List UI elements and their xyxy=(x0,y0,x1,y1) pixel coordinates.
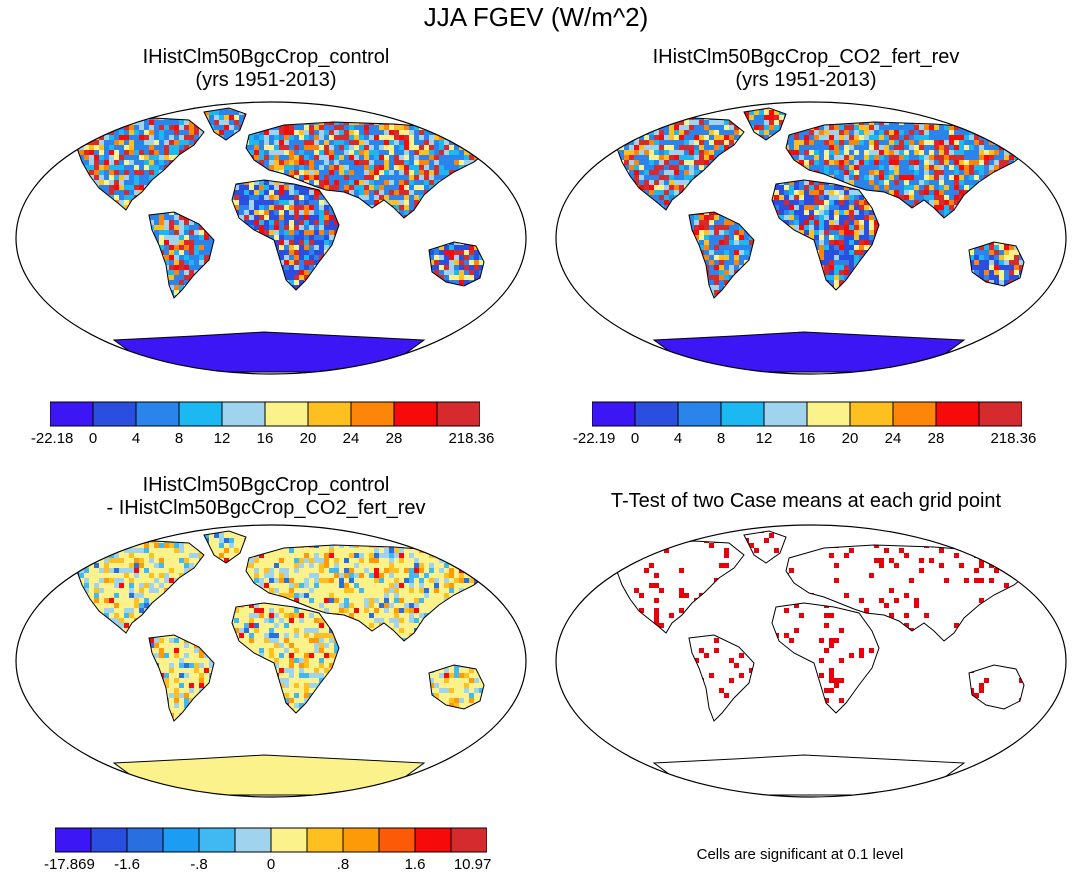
colorbar-label: 20 xyxy=(842,430,859,447)
colorbar-box xyxy=(265,402,308,426)
colorbar-label: 0 xyxy=(267,856,275,873)
colorbar-label: -1.6 xyxy=(114,856,140,873)
colorbar-box xyxy=(415,828,451,852)
map-control xyxy=(14,100,528,376)
colorbar-box xyxy=(437,402,480,426)
colorbar-box xyxy=(764,402,807,426)
panel-title-line2: - IHistClm50BgcCrop_CO2_fert_rev xyxy=(16,497,516,520)
colorbar-box xyxy=(351,402,394,426)
colorbar-box xyxy=(163,828,199,852)
colorbar-label: 24 xyxy=(343,430,360,447)
colorbar-label: 24 xyxy=(885,430,902,447)
colorbar-difference xyxy=(55,826,487,854)
colorbar-label: 16 xyxy=(257,430,274,447)
colorbar-box xyxy=(199,828,235,852)
map-ttest xyxy=(554,523,1068,799)
colorbar-box xyxy=(592,402,635,426)
colorbar-box xyxy=(979,402,1022,426)
colorbar-label: 28 xyxy=(386,430,403,447)
colorbar-label: 0 xyxy=(631,430,639,447)
colorbar-label: 0 xyxy=(89,430,97,447)
colorbar-label: .8 xyxy=(337,856,350,873)
colorbar-label: -.8 xyxy=(190,856,208,873)
colorbar-box xyxy=(451,828,487,852)
colorbar-box xyxy=(721,402,764,426)
colorbar-label: 4 xyxy=(674,430,682,447)
colorbar-label: 28 xyxy=(928,430,945,447)
colorbar-box xyxy=(50,402,93,426)
panel-title-co2-fert-rev: IHistClm50BgcCrop_CO2_fert_rev (yrs 1951… xyxy=(556,46,1056,92)
colorbar-label: 10.97 xyxy=(454,856,492,873)
colorbar-box xyxy=(893,402,936,426)
colorbar-labels-co2-fert-rev: -22.19 0 4 8 12 16 20 24 28 218.36 xyxy=(592,430,1022,450)
colorbar-box xyxy=(136,402,179,426)
colorbar-label: 12 xyxy=(756,430,773,447)
colorbar-labels-difference: -17.869 -1.6 -.8 0.8 1.6 10.97 xyxy=(55,856,487,874)
colorbar-label: 4 xyxy=(132,430,140,447)
colorbar-label: 20 xyxy=(300,430,317,447)
figure-title: JJA FGEV (W/m^2) xyxy=(0,2,1072,33)
colorbar-label: -22.18 xyxy=(31,430,74,447)
colorbar-box xyxy=(127,828,163,852)
panel-title-control: IHistClm50BgcCrop_control (yrs 1951-2013… xyxy=(16,46,516,92)
colorbar-box xyxy=(91,828,127,852)
colorbar-box xyxy=(55,828,91,852)
colorbar-box xyxy=(678,402,721,426)
colorbar-label: 218.36 xyxy=(448,430,494,447)
colorbar-box xyxy=(394,402,437,426)
panel-title-line2: (yrs 1951-2013) xyxy=(16,69,516,92)
colorbar-co2-fert-rev xyxy=(592,400,1022,428)
colorbar-box xyxy=(379,828,415,852)
colorbar-label: 12 xyxy=(214,430,231,447)
colorbar-box xyxy=(93,402,136,426)
map-co2-fert-rev xyxy=(554,100,1068,376)
colorbar-label: -22.19 xyxy=(573,430,616,447)
colorbar-box xyxy=(850,402,893,426)
panel-title-ttest: T-Test of two Case means at each grid po… xyxy=(546,490,1066,513)
map-difference xyxy=(14,523,528,799)
colorbar-box xyxy=(307,828,343,852)
colorbar-label: -17.869 xyxy=(44,856,95,873)
colorbar-label: 16 xyxy=(799,430,816,447)
colorbar-label: 8 xyxy=(717,430,725,447)
colorbar-box xyxy=(235,828,271,852)
colorbar-box xyxy=(343,828,379,852)
colorbar-labels-control: -22.18 0 4 8 12 16 20 24 28 218.36 xyxy=(50,430,480,450)
panel-title-line1: IHistClm50BgcCrop_control xyxy=(16,46,516,69)
colorbar-box xyxy=(807,402,850,426)
colorbar-box xyxy=(635,402,678,426)
colorbar-box xyxy=(222,402,265,426)
panel-title-line1: IHistClm50BgcCrop_control xyxy=(16,474,516,497)
colorbar-box xyxy=(179,402,222,426)
colorbar-control xyxy=(50,400,480,428)
colorbar-label: 1.6 xyxy=(405,856,426,873)
colorbar-box xyxy=(936,402,979,426)
panel-title-difference: IHistClm50BgcCrop_control - IHistClm50Bg… xyxy=(16,474,516,520)
panel-title-line1: IHistClm50BgcCrop_CO2_fert_rev xyxy=(556,46,1056,69)
significance-note: Cells are significant at 0.1 level xyxy=(600,846,1000,863)
colorbar-label: 218.36 xyxy=(990,430,1036,447)
colorbar-box xyxy=(271,828,307,852)
colorbar-label: 8 xyxy=(175,430,183,447)
panel-title-line1: T-Test of two Case means at each grid po… xyxy=(546,490,1066,513)
colorbar-box xyxy=(308,402,351,426)
panel-title-line2: (yrs 1951-2013) xyxy=(556,69,1056,92)
